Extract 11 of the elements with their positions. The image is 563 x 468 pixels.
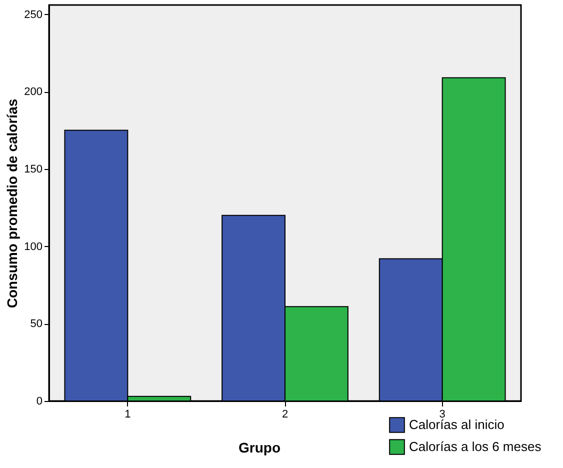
y-tick-label: 100	[24, 240, 42, 253]
y-tick-label: 250	[24, 8, 42, 21]
y-tick-label: 50	[30, 318, 42, 330]
y-tick-label: 0	[36, 396, 42, 408]
x-tick-label: 2	[282, 408, 288, 420]
x-axis-title: Grupo	[238, 440, 280, 456]
y-tick-label: 150	[24, 163, 42, 176]
y-axis-title: Consumo promedio de calorías	[4, 98, 20, 308]
y-tick-label: 200	[24, 86, 42, 98]
x-tick-label: 1	[124, 408, 131, 420]
legend-label: Calorías a los 6 meses	[409, 439, 542, 454]
